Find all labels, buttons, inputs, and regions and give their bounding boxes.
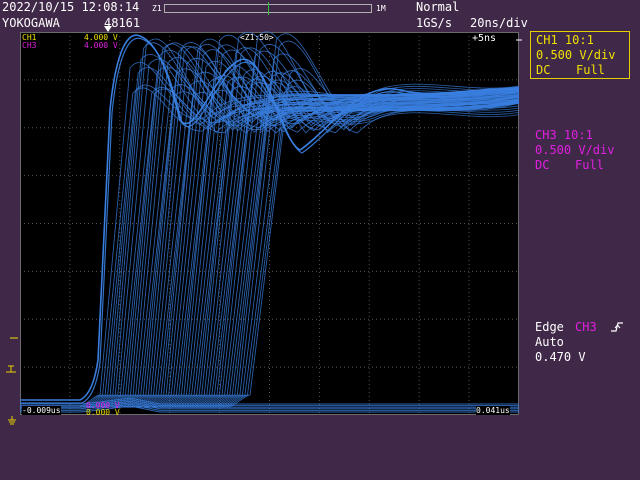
rising-edge-icon (611, 322, 623, 332)
waveform-trace (20, 33, 520, 408)
waveform-trace (259, 83, 520, 105)
record-position-marker (268, 2, 269, 15)
waveform-trace (259, 85, 520, 107)
time-div: 20ns/div (470, 16, 528, 30)
waveform-trace (259, 112, 520, 133)
ch1-coupling: DC (536, 63, 551, 77)
screen-ch3-value: 4.000 V (84, 41, 118, 50)
trigger-mode: Normal (416, 0, 460, 14)
cursor-left-v1: 0.000 V (86, 401, 120, 410)
zoom-right-label: 1M (376, 4, 386, 13)
trigger-type: Edge (535, 320, 564, 334)
waveform-trace (259, 94, 520, 116)
screen-ch1-value: 4.000 V (84, 33, 118, 42)
screen-ch3-label: CH3 (22, 41, 37, 50)
trigger-info-panel[interactable]: Edge CH3 Auto 0.470 V (530, 318, 634, 370)
trigger-source: CH3 (575, 320, 597, 334)
waveform-trace (259, 90, 520, 111)
waveform-trace (20, 403, 519, 411)
waveform-trace (20, 34, 520, 401)
waveform-trace (259, 96, 520, 118)
waveform-trace (20, 91, 520, 408)
waveform-trace (20, 37, 520, 404)
waveform-trace (259, 105, 520, 127)
screen-ch1-label: CH1 (22, 33, 37, 42)
waveform-trace (20, 405, 519, 413)
brand: YOKOGAWA (2, 16, 60, 30)
waveform-trace (259, 88, 520, 109)
ch1-info-panel[interactable]: CH1 10:1 0.500 V/div DC Full (530, 31, 630, 79)
record-count: 48161 (104, 16, 141, 30)
waveform-trace (20, 402, 519, 410)
zoom-left-label: Z1 (152, 4, 162, 13)
ch1-waveform-traces (20, 31, 520, 413)
trigger-level-marker-icon (6, 365, 16, 373)
record-position-bar[interactable] (164, 2, 372, 15)
delay-readout: +5ns (472, 33, 497, 44)
waveform-trace (259, 92, 520, 114)
waveform-trace (259, 101, 520, 122)
trigger-level: 0.470 V (535, 350, 586, 364)
waveform-trace (259, 99, 520, 120)
ch3-title: CH3 10:1 (535, 128, 593, 142)
waveform-trace (20, 53, 520, 408)
waveform-trace (259, 103, 520, 125)
ch3-bandwidth: Full (575, 158, 604, 172)
trigger-position-icon (104, 26, 112, 32)
ch1-title: CH1 10:1 (536, 33, 594, 47)
ch3-scale: 0.500 V/div (535, 143, 615, 157)
trigger-mode-value: Auto (535, 335, 564, 349)
sample-rate: 1GS/s (416, 16, 453, 30)
cursor-right-time: 0.041us (476, 406, 510, 415)
waveform-trace (259, 107, 520, 129)
ch3-coupling: DC (535, 158, 550, 172)
ch1-bandwidth: Full (576, 63, 605, 77)
zoom-window-label: <Z1:50> (240, 33, 274, 42)
cursor-left-v2: 0.000 V (86, 408, 120, 417)
cursor-left-time: -0.009us (22, 406, 61, 415)
waveform-trace (259, 110, 520, 131)
ch3-info-panel[interactable]: CH3 10:1 0.500 V/div DC Full (530, 126, 630, 174)
ground-icon (8, 416, 16, 425)
datetime: 2022/10/15 12:08:14 (2, 0, 140, 14)
ch1-scale: 0.500 V/div (536, 48, 616, 62)
markers (6, 26, 522, 425)
